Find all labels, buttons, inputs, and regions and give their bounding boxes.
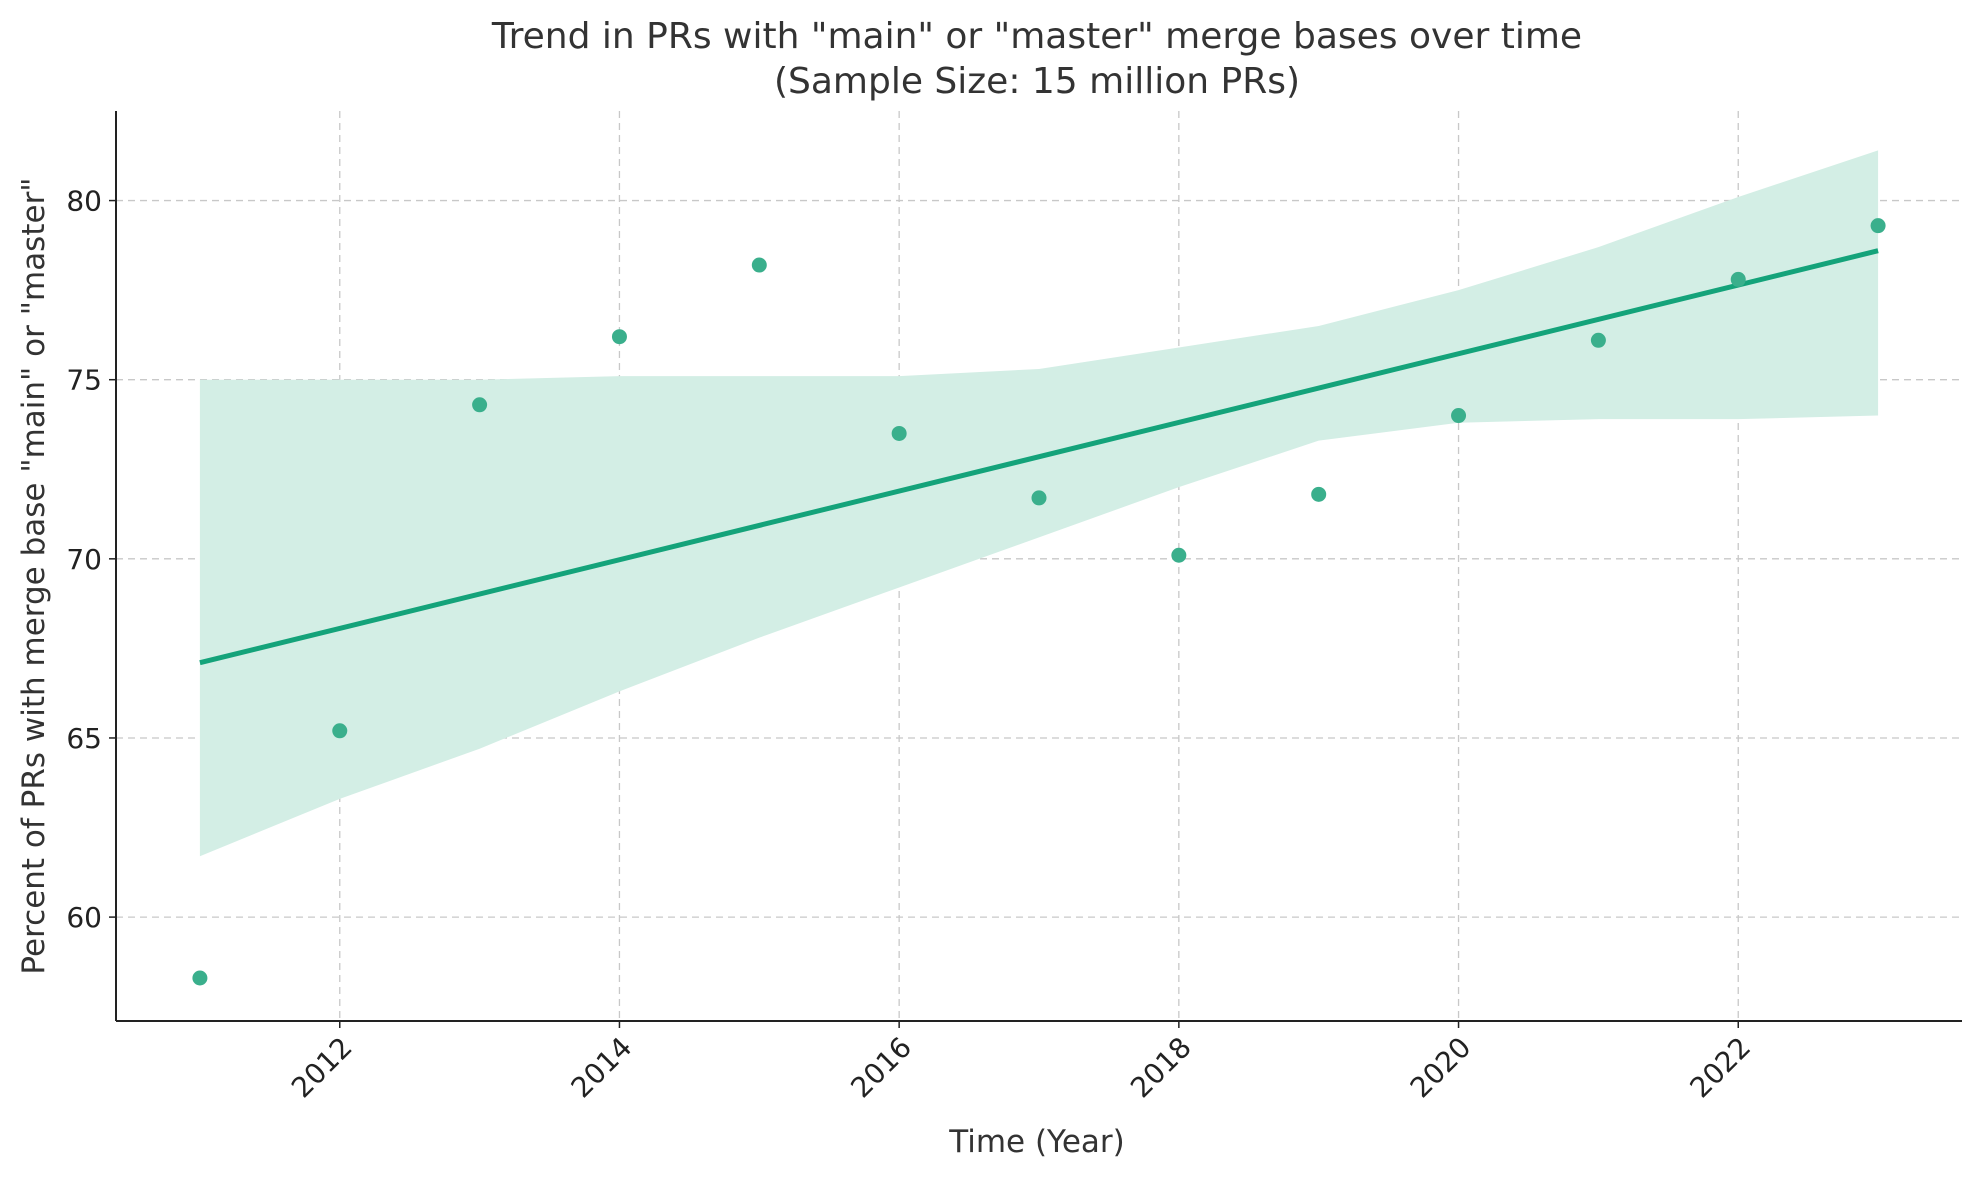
x-tick-label: 2012	[285, 1031, 359, 1105]
x-tick-label: 2014	[565, 1031, 639, 1105]
trend-line	[199, 248, 1879, 666]
x-tick-label: 2020	[1404, 1031, 1478, 1105]
y-tick-label: 75	[66, 364, 102, 397]
x-axis-label: Time (Year)	[948, 1124, 1125, 1160]
x-tick-label: 2016	[844, 1031, 918, 1105]
data-point	[751, 257, 767, 273]
x-tick-label: 2022	[1683, 1031, 1757, 1105]
data-points-layer	[192, 218, 1886, 986]
data-point	[891, 425, 907, 441]
data-point	[1031, 490, 1047, 506]
data-point	[1870, 218, 1886, 234]
data-point	[1730, 271, 1746, 287]
y-tick-label: 70	[66, 543, 102, 576]
y-axis-label: Percent of PRs with merge base "main" or…	[16, 177, 52, 974]
data-point	[1311, 486, 1327, 502]
chart-subtitle: (Sample Size: 15 million PRs)	[774, 61, 1300, 102]
y-tick-label: 60	[66, 901, 102, 934]
data-point	[1451, 408, 1467, 424]
data-point	[1590, 332, 1606, 348]
axes-layer	[109, 111, 1962, 1028]
y-tick-label: 80	[66, 185, 102, 218]
trend-line-layer	[199, 248, 1879, 666]
chart-title: Trend in PRs with "main" or "master" mer…	[491, 16, 1582, 57]
data-point	[1171, 547, 1187, 563]
data-point	[611, 329, 627, 345]
data-point	[192, 970, 208, 986]
data-point	[332, 723, 348, 739]
x-tick-label: 2018	[1124, 1031, 1198, 1105]
y-tick-label: 65	[66, 722, 102, 755]
data-point	[472, 397, 488, 413]
